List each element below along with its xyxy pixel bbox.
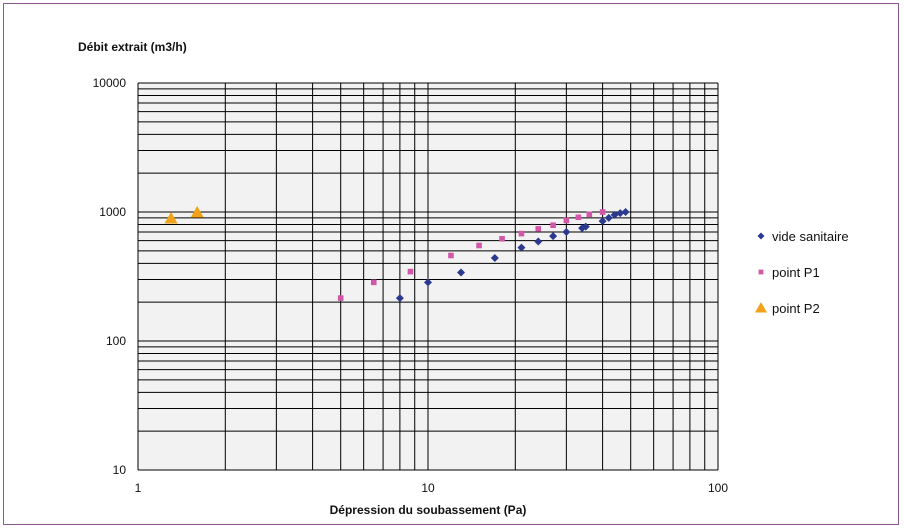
data-point — [164, 211, 178, 224]
chart-frame: 1 10 100 10 100 1000 10000 Débit extrait (m3/h… — [3, 3, 899, 525]
x-axis-title: Dépression du soubassement (Pa) — [330, 503, 527, 517]
legend-marker — [755, 302, 767, 313]
legend-label: vide sanitaire — [772, 229, 849, 244]
data-point — [562, 227, 571, 236]
x-tick-label: 1 — [135, 481, 142, 495]
chart-svg: 1 10 100 10 100 1000 10000 Débit extrait (m3/h… — [78, 40, 849, 517]
data-point — [586, 211, 593, 218]
y-tick-label: 10 — [113, 463, 127, 477]
data-point — [604, 213, 613, 222]
legend-label: point P2 — [772, 301, 820, 316]
data-point — [575, 214, 582, 221]
data-point — [424, 278, 432, 287]
x-tick-label: 100 — [708, 481, 728, 495]
data-point — [448, 252, 454, 259]
legend-label: point P1 — [772, 265, 820, 280]
grid — [137, 82, 719, 471]
data-point — [395, 294, 404, 303]
data-point — [616, 209, 625, 218]
data-point — [407, 268, 414, 275]
data-point — [517, 243, 526, 252]
data-point — [535, 226, 542, 232]
data-point — [598, 217, 607, 226]
data-point — [337, 295, 344, 301]
data-point — [190, 205, 204, 218]
legend-marker — [757, 232, 765, 240]
y-tick-label: 10000 — [93, 76, 127, 90]
data-point — [581, 222, 590, 231]
y-axis-title: Débit extrait (m3/h) — [78, 40, 187, 54]
tick-labels: 1 10 100 10 100 1000 10000 — [93, 76, 729, 495]
data-point — [549, 232, 558, 241]
data-point — [499, 235, 505, 242]
legend-marker — [758, 269, 764, 275]
data-point — [563, 217, 570, 224]
data-point — [534, 237, 543, 246]
data-point — [599, 209, 606, 215]
data-point — [476, 242, 482, 249]
y-tick-label: 1000 — [99, 205, 126, 219]
data-points — [164, 205, 630, 303]
data-point — [490, 253, 499, 262]
data-point — [518, 230, 525, 237]
data-point — [457, 268, 466, 277]
data-point — [550, 222, 556, 229]
y-tick-label: 100 — [106, 334, 126, 348]
data-point — [621, 208, 630, 216]
legend: vide sanitaire point P1 point P2 — [755, 229, 849, 316]
data-point — [370, 279, 377, 286]
x-tick-label: 10 — [421, 481, 435, 495]
